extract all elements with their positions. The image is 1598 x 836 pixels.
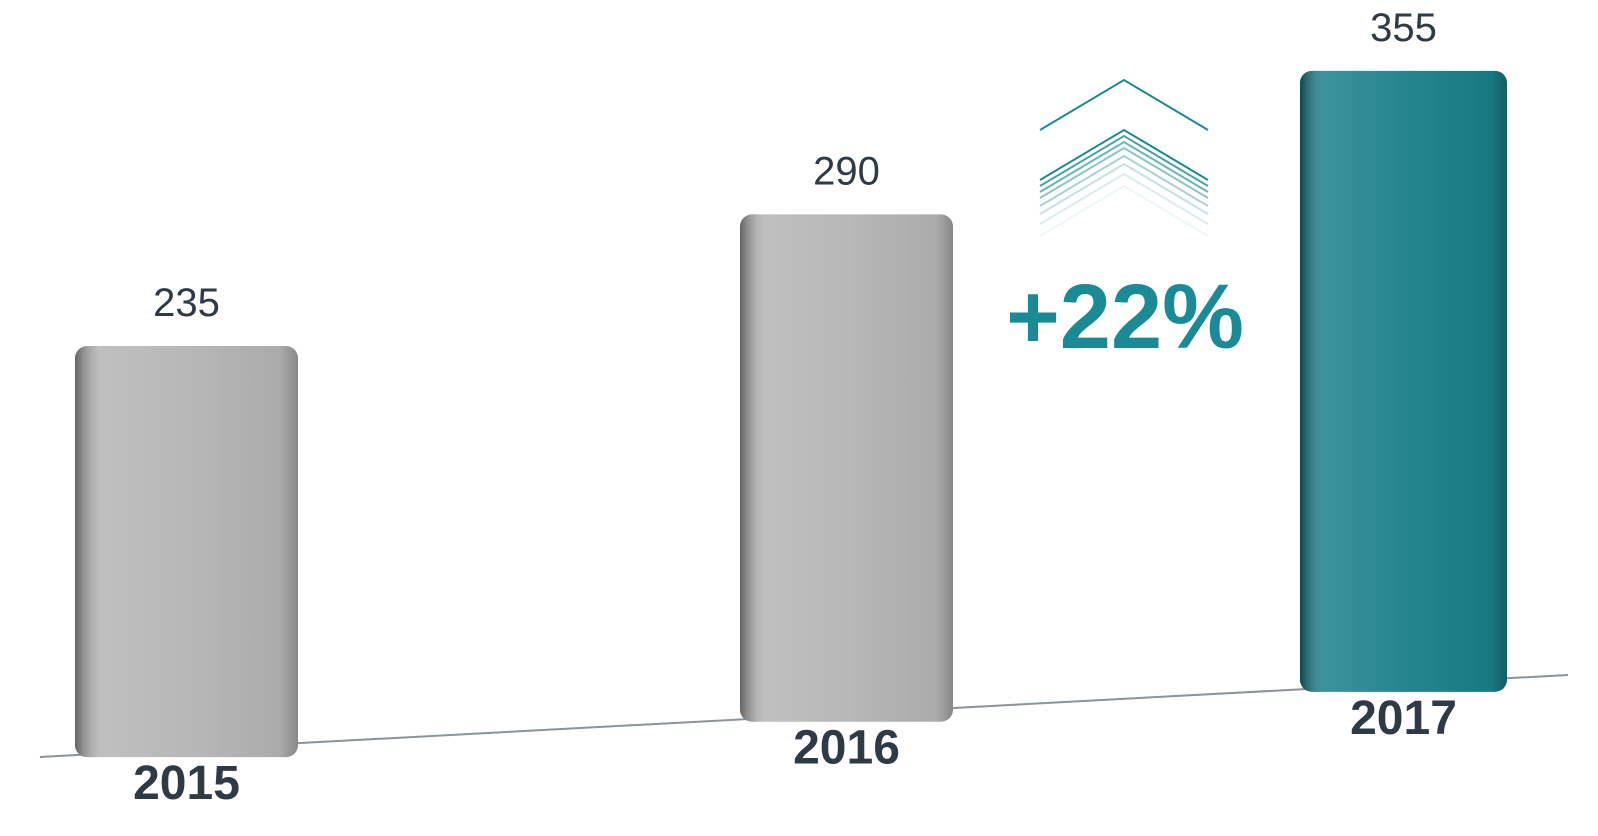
- x-tick-label: 2015: [133, 757, 240, 810]
- value-label: 235: [153, 281, 220, 325]
- value-label: 290: [813, 149, 880, 193]
- bar-shade: [1300, 70, 1507, 692]
- bar-shade: [740, 214, 953, 722]
- x-tick-label: 2017: [1350, 692, 1457, 745]
- bar-shade: [75, 346, 298, 758]
- x-tick-label: 2016: [793, 722, 900, 775]
- growth-chevrons: [1039, 78, 1209, 237]
- value-label: 355: [1370, 6, 1437, 50]
- annotation: +22%: [1006, 266, 1244, 368]
